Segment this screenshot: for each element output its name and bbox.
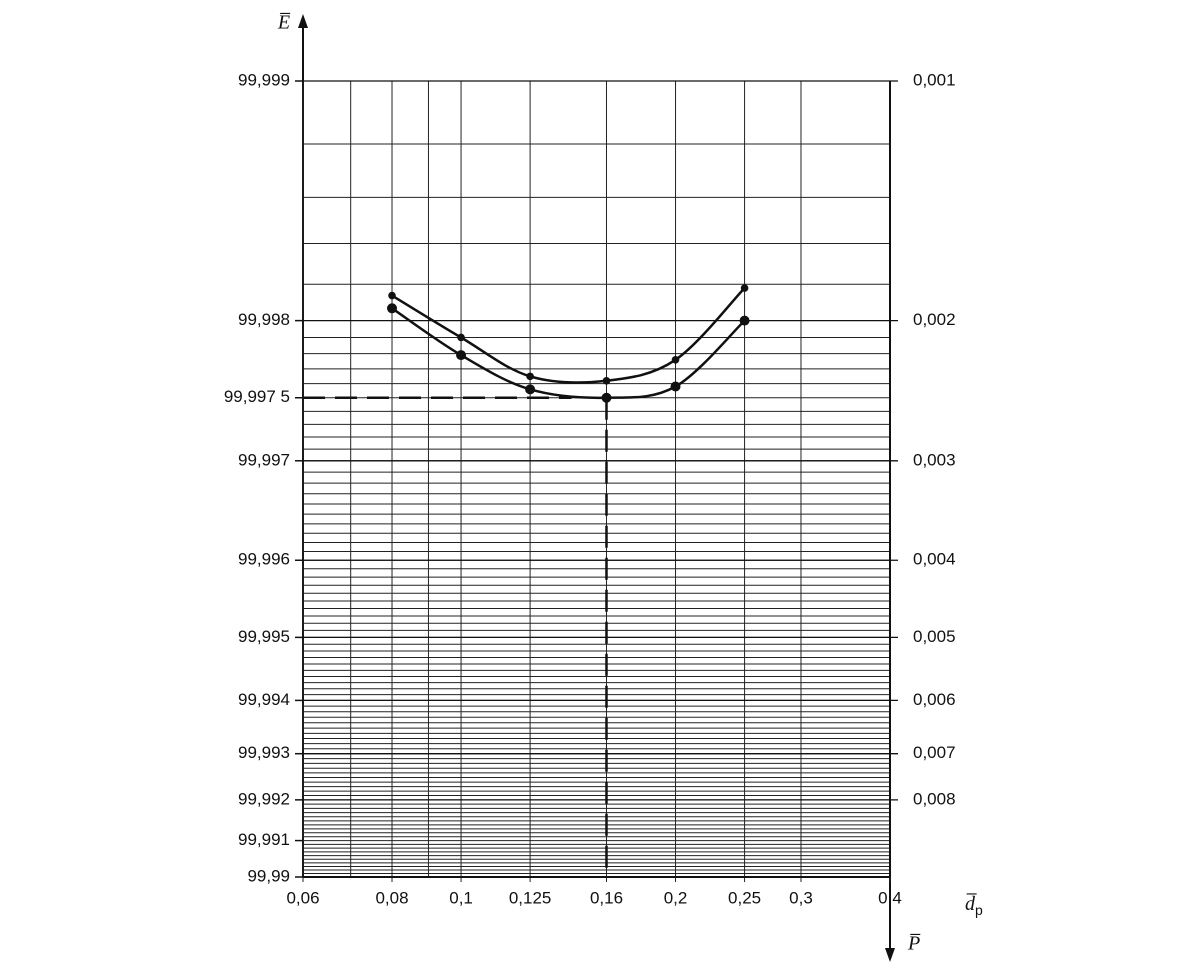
y2-tick-label: 0,008 [913,789,956,808]
y2-tick-label: 0,005 [913,627,956,646]
y2-tick-label: 0,002 [913,310,956,329]
x-tick-label: 0,16 [590,888,623,907]
point [671,355,680,364]
y-tick-label: 99,999 [238,70,290,89]
y2-tick-label: 0,006 [913,690,956,709]
y-tick-label: 99,996 [238,550,290,569]
point [387,303,398,314]
y-tick-label: 99,998 [238,310,290,329]
x-axis-label: d̅p [965,893,983,918]
series-line [391,287,746,384]
point [388,291,396,300]
point [456,350,467,361]
point [525,384,536,395]
point [457,333,465,342]
x-tick-label: 0,125 [509,888,552,907]
y2-tick-label: 0,004 [913,550,956,569]
point [602,376,611,385]
x-tick-label: 0,06 [286,888,319,907]
point [601,392,612,403]
y2-tick-label: 0,001 [913,70,956,89]
y2-tick-label: 0,007 [913,743,956,762]
point [740,284,749,292]
x-tick-label: 0,4 [878,888,902,907]
y2-axis-label: P̅ [907,933,921,955]
y-tick-label: 99,995 [238,627,290,646]
x-axis-label-sub: p [975,902,983,918]
y-tick-label: 99,994 [238,690,290,709]
y-tick-label: 99,99 [247,866,290,885]
point [670,381,681,392]
point [526,372,534,381]
x-tick-label: 0,1 [449,888,473,907]
x-tick-label: 0,08 [375,888,408,907]
y-tick-label: 99,993 [238,743,290,762]
y-arrow [298,14,308,28]
y-tick-label: 99,992 [238,789,290,808]
x-axis-label-main: d̅ [965,893,978,915]
x-tick-label: 0,3 [789,888,813,907]
point [739,315,750,326]
y-axis-label: E̅ [277,12,291,34]
y2-tick-label: 0,003 [913,450,956,469]
y-tick-label: 99,991 [238,830,290,849]
y-tick-label: 99,997 5 [224,387,290,406]
x-tick-label: 0,25 [728,888,761,907]
y-tick-label: 99,997 [238,450,290,469]
x-tick-label: 0,2 [664,888,688,907]
series-line [391,307,746,400]
y2-arrow [885,948,895,962]
